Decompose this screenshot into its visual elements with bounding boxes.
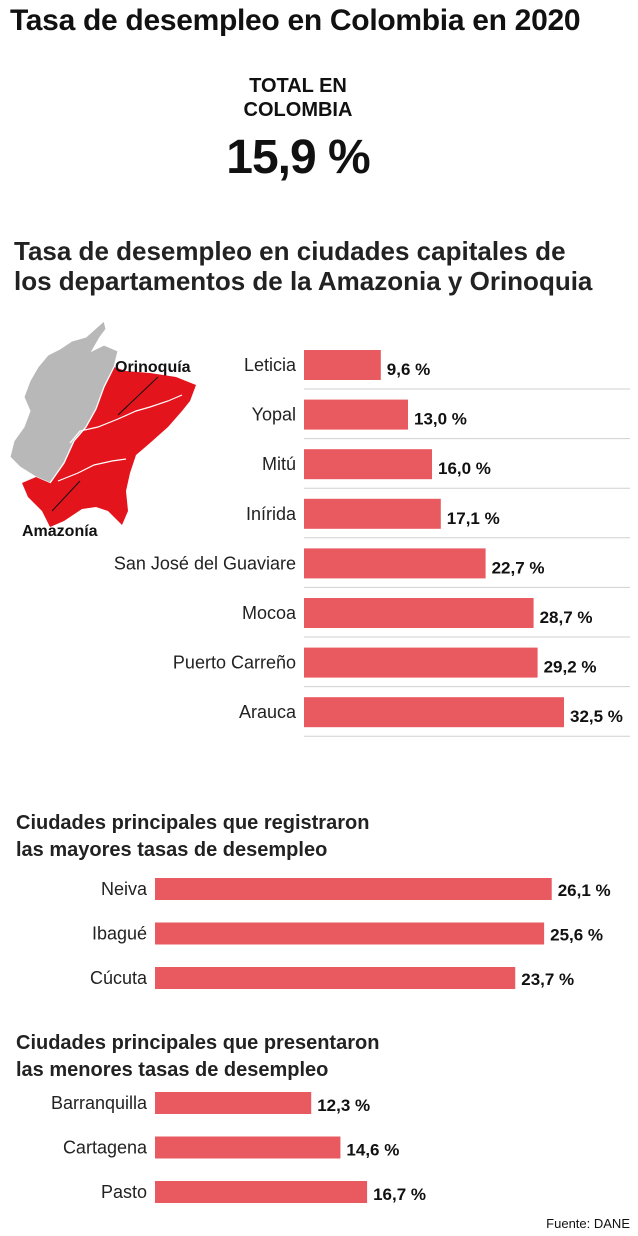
value-label-3-2: 16,7 %	[373, 1185, 426, 1204]
bar-1-2	[304, 449, 432, 480]
bar-1-4	[304, 548, 486, 579]
value-label-1-6: 29,2 %	[544, 658, 597, 677]
total-value: 15,9 %	[226, 131, 370, 184]
value-label-3-0: 12,3 %	[317, 1096, 370, 1115]
page-title: Tasa de desempleo en Colombia en 2020	[10, 4, 581, 37]
value-label-1-7: 32,5 %	[570, 707, 623, 726]
value-label-2-2: 23,7 %	[521, 970, 574, 989]
chart-highest-rates: Neiva 26,1 % Ibagué 25,6 % Cúcuta 23,7 %	[90, 878, 611, 989]
category-label-1-3: Inírida	[246, 504, 297, 524]
chart-lowest-rates: Barranquilla 12,3 % Cartagena 14,6 % Pasto 16…	[51, 1092, 426, 1204]
value-label-3-1: 14,6 %	[346, 1141, 399, 1160]
bar-1-0	[304, 350, 381, 380]
bar-2-2	[155, 967, 516, 989]
bar-2-1	[155, 922, 545, 945]
bar-3-0	[155, 1092, 312, 1114]
bar-1-1	[304, 399, 408, 430]
category-label-2-2: Cúcuta	[90, 968, 148, 988]
amazonia-label: Amazonía	[22, 523, 98, 540]
total-label-line2: COLOMBIA	[243, 99, 353, 121]
chart-amazonia-orinoquia: Leticia 9,6 % Yopal 13,0 % Mitú 16,0 % Inírida…	[114, 350, 630, 737]
category-label-2-1: Ibagué	[92, 924, 147, 944]
chart2-title-line1: Ciudades principales que registraron	[16, 812, 370, 834]
category-label-1-5: Mocoa	[242, 603, 297, 623]
bar-1-7	[304, 697, 564, 728]
category-label-3-1: Cartagena	[63, 1138, 148, 1158]
chart1-title-line2: los departamentos de la Amazonia y Orino…	[14, 266, 593, 296]
chart1-title: Tasa de desempleo en ciudades capitales …	[14, 236, 592, 296]
value-label-1-2: 16,0 %	[438, 459, 491, 478]
chart1-title-line1: Tasa de desempleo en ciudades capitales …	[14, 236, 566, 266]
total-label: TOTAL EN COLOMBIA	[0, 74, 596, 122]
bar-1-5	[304, 598, 534, 628]
colombia-map: Orinoquía Amazonía	[9, 320, 196, 540]
total-label-line1: TOTAL EN	[249, 75, 347, 97]
orinoquia-leader-line	[117, 376, 159, 416]
map-rest-of-country	[9, 320, 119, 484]
chart3-title-line1: Ciudades principales que presentaron	[16, 1032, 380, 1054]
chart2-title: Ciudades principales que registraron las…	[16, 810, 369, 864]
bar-3-2	[155, 1181, 368, 1203]
map-border-line	[49, 366, 115, 484]
category-label-1-2: Mitú	[262, 454, 296, 474]
bar-1-6	[304, 647, 538, 678]
value-label-1-0: 9,6 %	[387, 360, 430, 379]
value-label-1-4: 22,7 %	[492, 558, 545, 577]
value-label-1-3: 17,1 %	[447, 509, 500, 528]
value-label-2-1: 25,6 %	[550, 926, 603, 945]
value-label-1-5: 28,7 %	[540, 608, 593, 627]
orinoquia-label: Orinoquía	[115, 359, 191, 376]
category-label-1-7: Arauca	[239, 702, 297, 722]
source-note: Fuente: DANE	[546, 1216, 630, 1231]
chart3-title: Ciudades principales que presentaron las…	[16, 1030, 379, 1084]
category-label-1-0: Leticia	[244, 355, 297, 375]
amazonia-leader-line	[51, 480, 81, 512]
category-label-1-4: San José del Guaviare	[114, 553, 296, 573]
bar-3-1	[155, 1136, 341, 1159]
chart3-title-line2: las menores tasas de desempleo	[16, 1059, 329, 1081]
category-label-1-1: Yopal	[252, 405, 296, 425]
value-label-2-0: 26,1 %	[558, 881, 611, 900]
category-label-1-6: Puerto Carreño	[173, 653, 296, 673]
category-label-2-0: Neiva	[101, 879, 148, 899]
chart2-title-line2: las mayores tasas de desempleo	[16, 839, 328, 861]
map-orinoquia-amazonia	[22, 367, 196, 527]
category-label-3-2: Pasto	[101, 1182, 147, 1202]
bar-2-0	[155, 878, 552, 900]
category-label-3-0: Barranquilla	[51, 1093, 148, 1113]
bar-1-3	[304, 498, 441, 529]
value-label-1-1: 13,0 %	[414, 410, 467, 429]
